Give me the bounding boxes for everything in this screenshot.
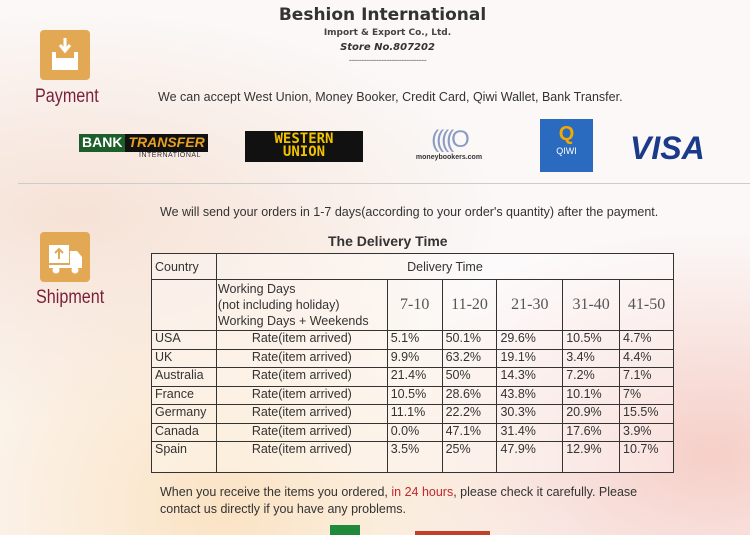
rate-cell: 17.6% xyxy=(562,422,621,442)
range-header: 31-40 xyxy=(562,279,621,331)
range-header: 7-10 xyxy=(386,279,443,331)
rate-cell: 15.5% xyxy=(619,404,674,424)
shipment-label: Shipment xyxy=(36,287,105,308)
table-row: France Rate(item arrived) 10.5% 28.6% 43.8% 1… xyxy=(151,385,674,405)
rate-cell: 5.1% xyxy=(386,330,443,350)
country-cell: France xyxy=(151,385,217,405)
country-cell: UK xyxy=(151,348,217,368)
rate-cell: 30.3% xyxy=(496,404,564,424)
rate-cell: 28.6% xyxy=(441,385,498,405)
rate-cell: 47.1% xyxy=(441,422,498,442)
table-row: Germany Rate(item arrived) 11.1% 22.2% 30.3%… xyxy=(151,404,674,424)
table-row: Canada Rate(item arrived) 0.0% 47.1% 31.4% 17… xyxy=(151,422,674,442)
rate-cell: 12.9% xyxy=(562,441,621,473)
section-divider xyxy=(18,183,750,184)
rate-cell: 10.1% xyxy=(562,385,621,405)
rate-cell: 47.9% xyxy=(496,441,564,473)
rate-cell: 11.1% xyxy=(386,404,443,424)
bottom-logo-partial xyxy=(330,525,360,535)
rate-cell: 29.6% xyxy=(496,330,564,350)
country-cell: Spain xyxy=(151,441,217,473)
rate-cell: 19.1% xyxy=(496,348,564,368)
table-row: UK Rate(item arrived) 9.9% 63.2% 19.1% 3.4% 4.… xyxy=(151,348,674,368)
rate-label: Rate(item arrived) xyxy=(215,385,388,405)
rate-label: Rate(item arrived) xyxy=(215,367,388,387)
rate-cell: 63.2% xyxy=(441,348,498,368)
rate-cell: 4.4% xyxy=(619,348,674,368)
rate-cell: 7.2% xyxy=(562,367,621,387)
rate-cell: 50% xyxy=(441,367,498,387)
receive-note: When you receive the items you ordered, … xyxy=(160,485,638,516)
bottom-banner-partial xyxy=(415,531,490,535)
days-label: Working Days (not including holiday) Wor… xyxy=(215,279,388,331)
download-tray-icon xyxy=(40,30,90,80)
rate-cell: 31.4% xyxy=(496,422,564,442)
qiwi-logo: Q QIWI xyxy=(540,119,593,172)
country-cell: USA xyxy=(151,330,217,350)
range-header: 11-20 xyxy=(441,279,498,331)
bank-transfer-logo: BANK TRANSFER INTERNATIONAL xyxy=(79,134,208,162)
rate-label: Rate(item arrived) xyxy=(215,348,388,368)
rate-cell: 9.9% xyxy=(386,348,443,368)
rate-cell: 3.4% xyxy=(562,348,621,368)
country-cell: Germany xyxy=(151,404,217,424)
rate-cell: 21.4% xyxy=(386,367,443,387)
table-row: USA Rate(item arrived) 5.1% 50.1% 29.6% 10.5%… xyxy=(151,330,674,350)
rate-cell: 43.8% xyxy=(496,385,564,405)
rate-cell: 4.7% xyxy=(619,330,674,350)
rate-cell: 10.5% xyxy=(562,330,621,350)
rate-label: Rate(item arrived) xyxy=(215,330,388,350)
highlight-24-hours: in 24 hours xyxy=(391,485,454,499)
store-header: Beshion International Import & Export Co… xyxy=(0,5,750,65)
store-subtitle: Import & Export Co., Ltd. xyxy=(323,28,452,38)
rate-cell: 50.1% xyxy=(441,330,498,350)
table-row: Australia Rate(item arrived) 21.4% 50% 14.3%… xyxy=(151,367,674,387)
country-header: Country xyxy=(151,253,217,280)
range-header: 41-50 xyxy=(619,279,674,331)
separator: ------------------------------- xyxy=(348,55,427,65)
delivery-header: Delivery Time xyxy=(215,253,675,280)
rate-cell: 10.5% xyxy=(386,385,443,405)
rate-label: Rate(item arrived) xyxy=(215,441,388,473)
table-row: Spain Rate(item arrived) 3.5% 25% 47.9% 12.9%… xyxy=(151,441,674,473)
delivery-table: Country Delivery Time Working Days (not … xyxy=(151,253,675,473)
rate-cell: 7% xyxy=(619,385,674,405)
truck-icon xyxy=(40,232,90,282)
store-number: Store No.807202 xyxy=(340,42,435,53)
payment-text: We can accept West Union, Money Booker, … xyxy=(158,90,623,104)
western-union-logo: WESTERN UNION xyxy=(245,131,363,162)
visa-logo: VISA xyxy=(630,130,705,166)
rate-cell: 20.9% xyxy=(562,404,621,424)
rate-cell: 14.3% xyxy=(496,367,564,387)
rate-label: Rate(item arrived) xyxy=(215,404,388,424)
rate-cell: 0.0% xyxy=(386,422,443,442)
table-title: The Delivery Time xyxy=(328,233,448,249)
rate-label: Rate(item arrived) xyxy=(215,422,388,442)
store-name: Beshion International xyxy=(278,5,487,25)
country-cell: Canada xyxy=(151,422,217,442)
country-cell: Australia xyxy=(151,367,217,387)
payment-label: Payment xyxy=(35,86,99,107)
rate-cell: 10.7% xyxy=(619,441,674,473)
range-header: 21-30 xyxy=(496,279,564,331)
rate-cell: 7.1% xyxy=(619,367,674,387)
rate-cell: 3.5% xyxy=(386,441,443,473)
rate-cell: 3.9% xyxy=(619,422,674,442)
rate-cell: 22.2% xyxy=(441,404,498,424)
rate-cell: 25% xyxy=(441,441,498,473)
moneybookers-logo: ((((O moneybookers.com xyxy=(415,126,483,161)
shipment-text: We will send your orders in 1-7 days(acc… xyxy=(160,205,659,219)
